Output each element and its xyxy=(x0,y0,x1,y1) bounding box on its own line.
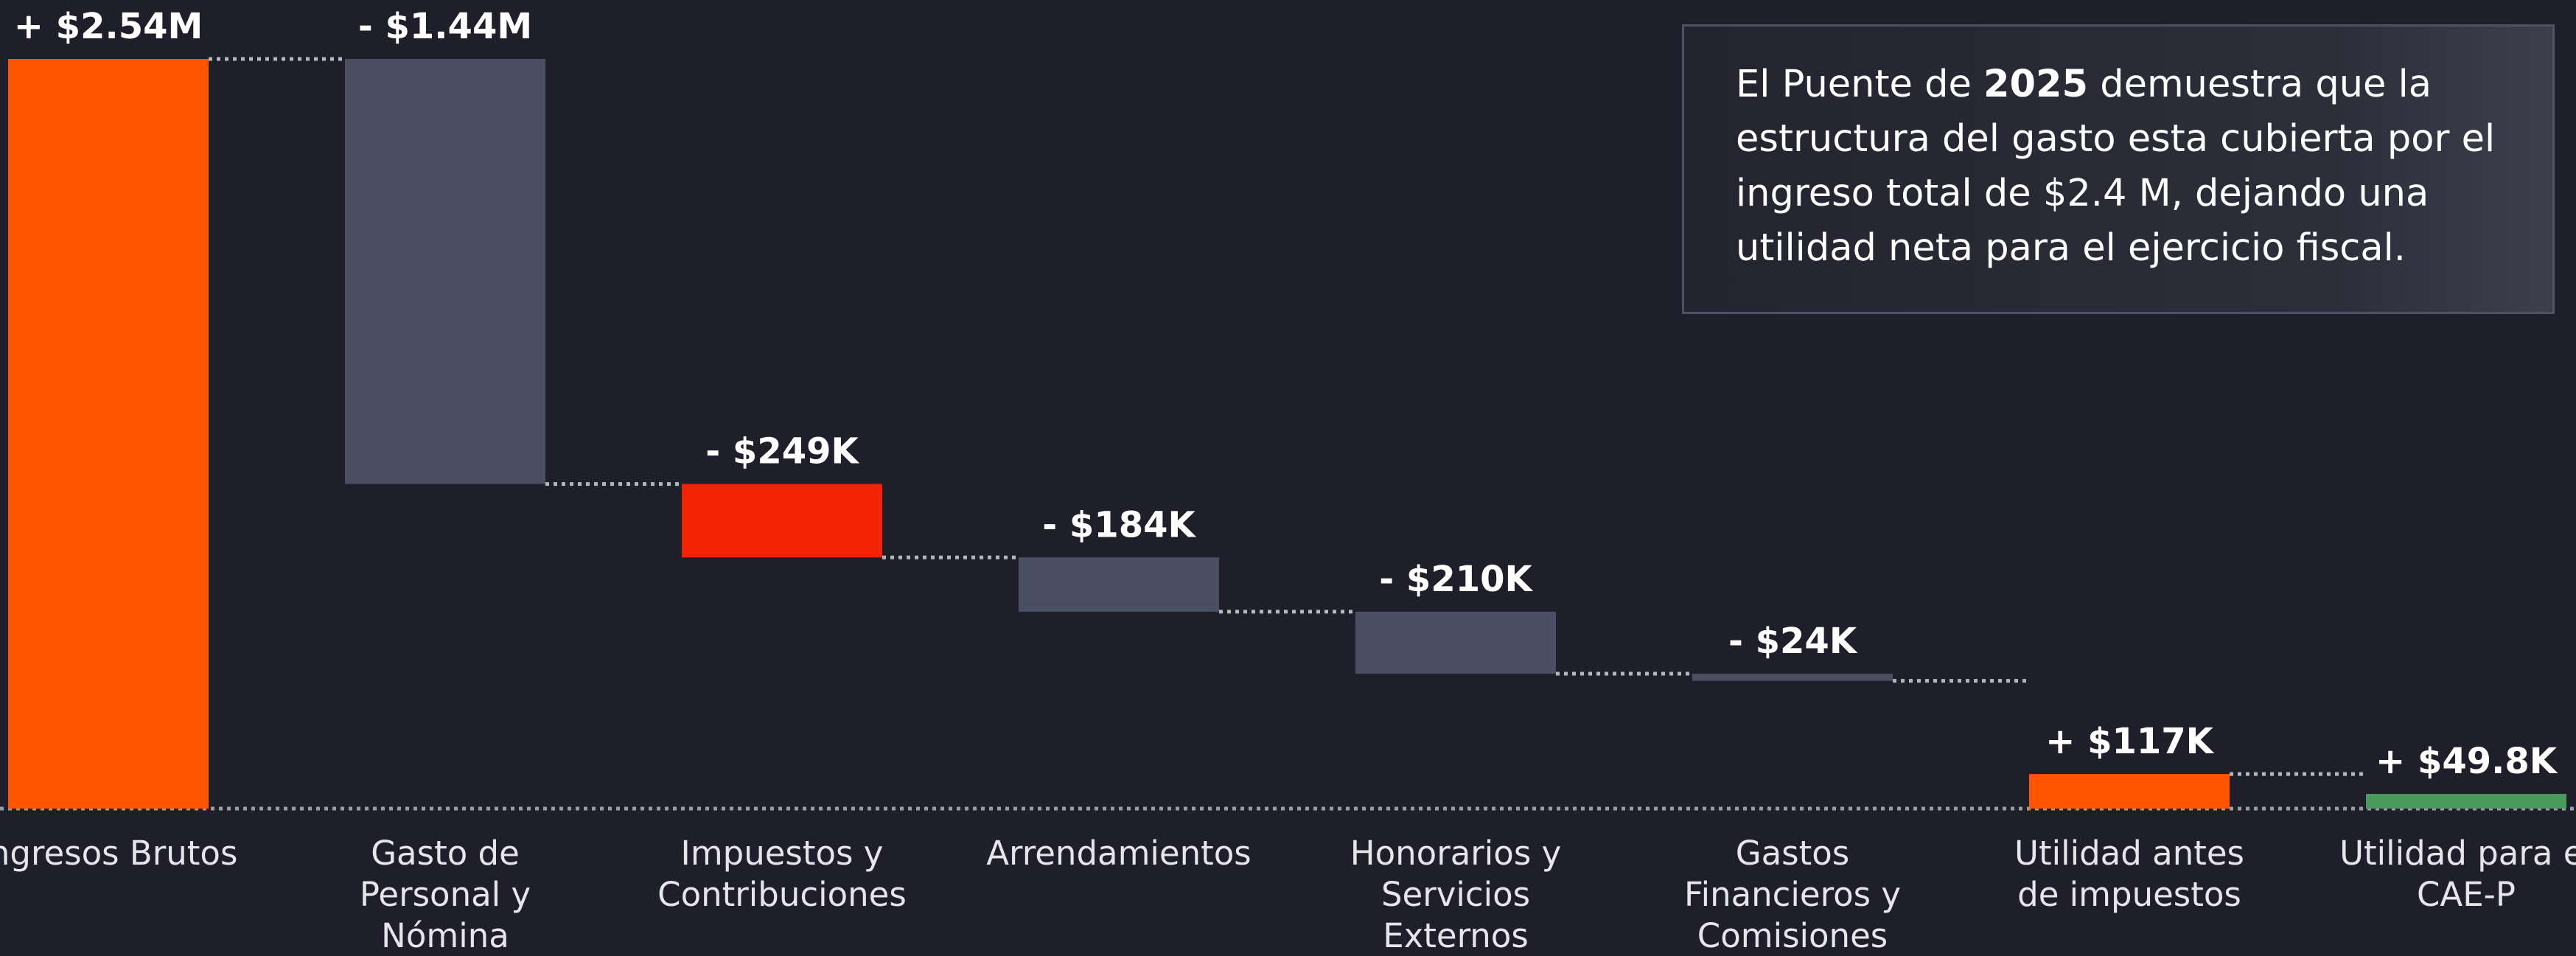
annotation-text: demuestra que la estructura del gasto es… xyxy=(1736,63,2496,270)
annotation-box: El Puente de 2025 demuestra que la estru… xyxy=(1682,24,2555,314)
category-label: Utilidad para el CAE-P xyxy=(2339,834,2576,914)
value-label: + $2.54M xyxy=(14,6,203,47)
category-label: Gastos Financieros y Comisiones xyxy=(1683,834,1902,955)
bar xyxy=(1355,611,1556,674)
value-label: - $184K xyxy=(1042,504,1196,545)
category-label: Honorarios y Servicios Externos xyxy=(1350,834,1562,955)
bar xyxy=(345,59,545,484)
annotation-year: 2025 xyxy=(1983,63,2088,106)
value-label: - $210K xyxy=(1379,559,1533,600)
category-label: Ingresos Brutos xyxy=(0,834,238,873)
bar xyxy=(1019,557,1219,612)
value-label: - $24K xyxy=(1728,621,1858,662)
bar xyxy=(2029,774,2230,809)
bar xyxy=(8,59,209,809)
bar xyxy=(2366,794,2566,809)
value-label: + $117K xyxy=(2045,721,2215,762)
category-label: Impuestos y Contribuciones xyxy=(657,834,907,914)
value-label: - $249K xyxy=(705,431,859,472)
category-label: Gasto de Personal y Nómina xyxy=(359,834,531,955)
bar xyxy=(1692,674,1893,681)
value-label: + $49.8K xyxy=(2376,741,2558,782)
category-label: Utilidad antes de impuestos xyxy=(2014,834,2244,914)
value-label: - $1.44M xyxy=(358,6,532,47)
bar xyxy=(682,484,882,558)
category-label: Arrendamientos xyxy=(986,834,1252,873)
annotation-text: El Puente de xyxy=(1736,63,1984,106)
